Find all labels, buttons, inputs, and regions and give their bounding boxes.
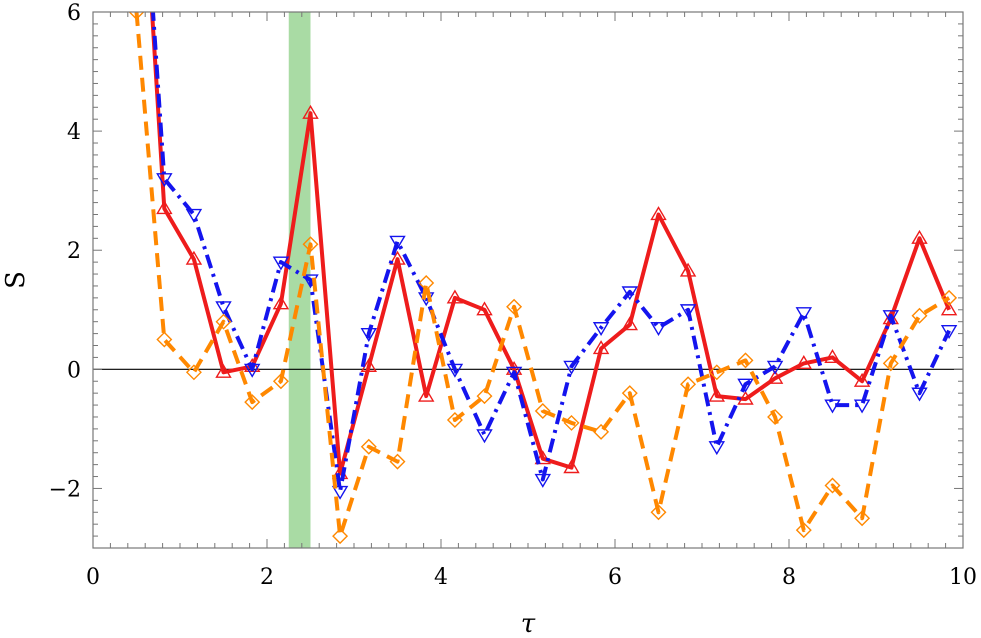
y-tick-label: 6 (67, 1, 81, 26)
series-3-marker (506, 298, 523, 315)
series-3-marker (360, 438, 377, 455)
series-3-marker (476, 388, 493, 405)
series-1-marker (302, 104, 319, 119)
series-2-marker (853, 399, 871, 414)
series-2-marker (650, 322, 667, 337)
plot-frame (92, 11, 964, 549)
series-1-line (150, 12, 951, 476)
series-2-marker (592, 322, 610, 337)
series-1-marker (563, 459, 580, 474)
y-tick-label: 2 (67, 239, 81, 264)
series-3-marker (302, 236, 319, 253)
series-1-marker (940, 301, 958, 316)
series-2-marker (505, 366, 523, 381)
series-2-marker (679, 304, 697, 319)
series-2-marker (272, 256, 290, 271)
series-2-marker (766, 360, 784, 375)
series-2-marker (824, 399, 841, 414)
x-tick-label: 2 (260, 565, 274, 590)
series-1-marker (476, 301, 493, 316)
series-1-marker (853, 372, 871, 387)
series-2-line (150, 12, 951, 494)
x-tick-label: 6 (608, 565, 622, 590)
series-3-marker (244, 394, 261, 411)
series-3-marker (156, 331, 173, 348)
series-2-marker (911, 387, 928, 402)
series-3-marker (446, 411, 463, 428)
series-1-marker (156, 200, 173, 215)
series-3-marker (593, 423, 610, 440)
series-2-marker (243, 363, 261, 378)
series-3-marker (128, 12, 145, 20)
series-3-marker (621, 385, 638, 402)
series-3-marker (215, 313, 232, 330)
series-2-marker (708, 441, 726, 456)
series-3-marker (708, 364, 725, 381)
series-1-marker (737, 390, 754, 405)
series-1-marker (708, 387, 726, 402)
series-3-marker (854, 510, 871, 527)
series-1-marker (185, 250, 203, 265)
series-3-marker (563, 414, 580, 431)
series-2-marker (940, 325, 958, 340)
series-2-marker (446, 363, 464, 378)
y-axis-title: S (1, 271, 31, 289)
series-3-marker (911, 307, 928, 324)
series-3-marker (534, 403, 551, 420)
y-tick-label: −2 (49, 477, 81, 502)
series-1-marker (272, 295, 290, 310)
series-2-marker (215, 301, 232, 316)
series-1-marker (824, 349, 841, 364)
series-1-marker (417, 387, 435, 402)
series-2-marker (563, 360, 580, 375)
series-3-line (134, 12, 951, 539)
series-2-marker (621, 286, 639, 301)
series-3-marker (824, 477, 841, 494)
series-1-marker (446, 289, 464, 304)
y-tick-label: 4 (67, 120, 81, 145)
series-2-marker (476, 429, 493, 444)
plot-background (93, 12, 963, 548)
series-3-marker (332, 528, 349, 545)
series-3-marker (737, 352, 754, 369)
series-1-marker (592, 340, 610, 355)
series-1-marker (795, 354, 813, 369)
series-1-marker (389, 250, 406, 265)
series-1-marker (360, 357, 378, 372)
x-tick-label: 0 (86, 565, 100, 590)
series-2-marker (737, 378, 754, 393)
series-3-marker (418, 274, 435, 291)
series-2-marker (331, 485, 349, 500)
x-tick-label: 8 (782, 565, 796, 590)
series-2-marker (795, 307, 813, 322)
series-1-marker (621, 316, 639, 331)
y-tick-label: 0 (67, 358, 81, 383)
series-3-marker (941, 289, 958, 306)
series-3-marker (185, 364, 202, 381)
x-tick-label: 10 (949, 565, 977, 590)
series-1-marker (679, 262, 697, 277)
series-1-marker (650, 206, 667, 221)
x-tick-label: 4 (434, 565, 448, 590)
series-2-marker (389, 235, 406, 250)
series-3-marker (272, 373, 289, 390)
series-3-marker (882, 355, 899, 372)
series-3-marker (767, 408, 784, 425)
series-2-marker (360, 328, 378, 342)
series-3-marker (680, 376, 697, 393)
series-2-marker (534, 473, 552, 488)
x-axis-title: τ (521, 609, 536, 638)
series-2-marker (185, 208, 203, 223)
series-1-marker (911, 229, 928, 244)
series-3-marker (389, 453, 406, 470)
series-3-marker (650, 504, 667, 521)
series-1-marker (766, 369, 784, 384)
series-2-marker (882, 310, 900, 325)
series-2-marker (156, 173, 173, 188)
series-1-marker (215, 363, 232, 378)
series-3-marker (795, 522, 812, 539)
